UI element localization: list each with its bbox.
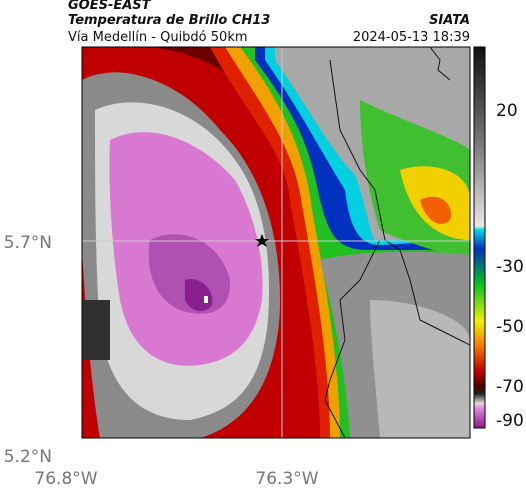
lat-label: 5.2°N [4,447,52,467]
colorbar-tick-label: -30 [496,257,524,277]
map-frame [81,46,471,439]
colorbar [473,46,486,429]
colorbar-tick-label: -90 [496,411,524,431]
product: Temperatura de Brillo CH13 [68,13,270,28]
colorbar-tick-label: -50 [496,317,524,337]
timestamp: 2024-05-13 18:39 [353,30,470,45]
colorbar-tick-label: -70 [496,377,524,397]
location-star [255,234,269,247]
organization: SIATA [429,13,470,28]
source: GOES-EAST [68,0,152,13]
lon-label: 76.8°W [34,469,97,489]
colorbar-tick-label: 20 [496,101,518,121]
satellite-image [82,47,470,438]
lat-label: 5.7°N [4,233,52,253]
region: Vía Medellín - Quibdó 50km [68,30,248,45]
lon-label: 76.3°W [255,469,318,489]
